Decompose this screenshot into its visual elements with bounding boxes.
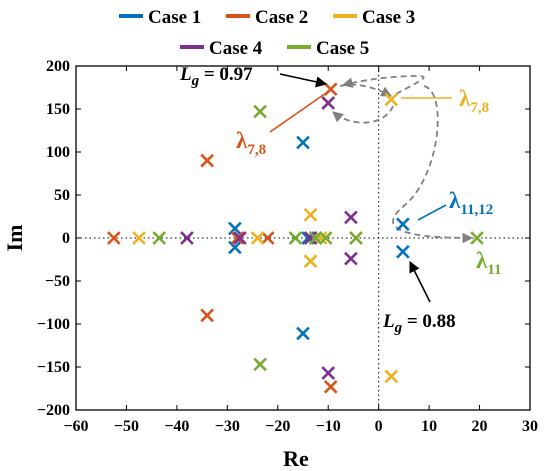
trajectory-curves (332, 75, 474, 244)
annotation-lambda11: λ11 (476, 248, 502, 278)
x-tick-label: 10 (421, 418, 437, 435)
data-point-case-4 (344, 251, 358, 266)
x-tick-label: −40 (164, 418, 189, 435)
data-point-case-2 (260, 231, 275, 245)
y-tick-label: 0 (62, 230, 70, 247)
y-axis-label: Im (2, 225, 27, 252)
series-case-1 (228, 135, 410, 341)
y-tick-label: −100 (37, 316, 70, 333)
x-axis-label: Re (283, 446, 309, 471)
data-point-case-5 (152, 231, 167, 245)
x-tick-label: −10 (316, 418, 341, 435)
x-tick-label: −20 (265, 418, 290, 435)
legend-label-case-5: Case 5 (316, 38, 369, 59)
series-case-4 (180, 96, 358, 380)
data-point-case-3 (250, 231, 265, 245)
data-point-case-5 (253, 104, 267, 119)
annotation-pointers (269, 73, 452, 303)
trajectory-loop-to-orange (341, 75, 425, 95)
data-point-case-4 (233, 231, 247, 245)
pointer-lg-097 (279, 73, 328, 88)
data-point-case-1 (296, 135, 310, 150)
legend-label-case-2: Case 2 (255, 7, 308, 28)
data-point-case-5 (308, 231, 323, 245)
y-tick-label: 200 (46, 58, 70, 75)
data-point-case-5 (253, 357, 267, 372)
data-point-case-1 (396, 244, 410, 259)
y-tick-label: −150 (37, 359, 70, 376)
data-point-case-5 (318, 231, 333, 245)
data-point-case-2 (230, 231, 245, 245)
data-point-case-4 (344, 210, 358, 225)
axes: −60 −50 −40 −30 −20 −10 0 10 20 30−200−150−100−50… (37, 58, 538, 435)
legend-label-case-3: Case 3 (362, 7, 415, 28)
legend: Case 1 Case 2 Case 3 Case 4 Case 5 (119, 7, 415, 59)
data-point-case-2 (200, 153, 214, 168)
y-tick-label: −50 (45, 273, 70, 290)
data-point-case-1 (296, 326, 310, 341)
trajectory-yellow-to-purple (332, 105, 394, 124)
x-tick-label: −30 (215, 418, 240, 435)
data-point-case-5 (470, 231, 484, 245)
annotation-lambda1112: λ11,12 (449, 188, 493, 218)
trajectory-loop-to-green (392, 85, 474, 244)
data-point-case-3 (303, 254, 318, 269)
y-tick-label: 50 (54, 187, 70, 204)
annotation-lg-088: Lg = 0.88 (382, 311, 456, 336)
pointer-lambda78-orange (269, 90, 330, 133)
x-tick-label: 30 (522, 418, 538, 435)
data-point-case-4 (321, 366, 336, 380)
annotation-labels: Lg = 0.97 Lg = 0.88 λ7,8 λ7,8 λ11,12 λ11 (179, 64, 502, 336)
pointer-lambda1112 (417, 204, 447, 221)
data-points (106, 82, 484, 394)
y-tick-label: 150 (46, 101, 70, 118)
data-point-case-4 (321, 96, 336, 110)
data-point-case-2 (106, 231, 121, 245)
annotation-lg-097: Lg = 0.97 (179, 64, 253, 89)
x-tick-label: 20 (472, 418, 488, 435)
data-point-case-3 (303, 207, 318, 222)
data-point-case-5 (288, 231, 303, 245)
y-tick-label: 100 (46, 144, 70, 161)
data-point-case-4 (180, 231, 194, 245)
data-point-case-3 (132, 231, 146, 245)
x-tick-label: 0 (375, 418, 383, 435)
data-point-case-2 (200, 308, 214, 323)
annotation-lambda78-yellow: λ7,8 (459, 86, 489, 116)
data-point-case-2 (323, 379, 338, 394)
pointer-lg-088 (409, 260, 431, 303)
trajectory-orange-to-yellow (339, 83, 392, 97)
x-tick-label: −60 (63, 418, 88, 435)
y-tick-label: −200 (37, 402, 70, 419)
data-point-case-1 (228, 240, 242, 255)
data-point-case-5 (349, 231, 363, 245)
data-point-case-1 (228, 221, 242, 236)
series-case-5 (152, 104, 484, 372)
legend-label-case-4: Case 4 (209, 38, 263, 59)
annotation-lambda78-orange: λ7,8 (236, 128, 266, 158)
data-point-case-3 (384, 92, 399, 107)
data-point-case-1 (396, 217, 410, 232)
legend-label-case-1: Case 1 (148, 7, 201, 28)
data-point-case-3 (384, 369, 399, 384)
x-tick-label: −50 (114, 418, 139, 435)
